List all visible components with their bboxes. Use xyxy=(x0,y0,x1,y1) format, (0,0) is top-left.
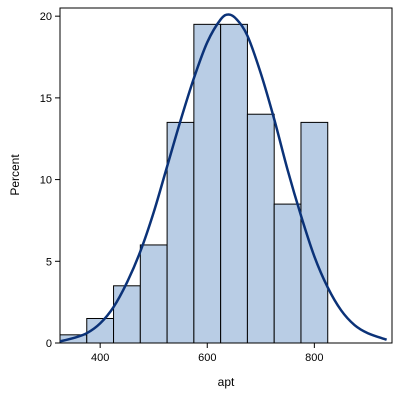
y-tick-label-20: 20 xyxy=(40,11,52,23)
x-tick-label-400: 400 xyxy=(91,352,109,364)
histogram-bar-500 xyxy=(139,244,168,344)
x-axis: 400 600 800 xyxy=(91,343,324,364)
histogram-bar-750 xyxy=(273,203,302,344)
y-tick-label-15: 15 xyxy=(40,93,52,105)
y-axis-label: Percent xyxy=(8,154,22,196)
y-tick-label-10: 10 xyxy=(40,175,52,187)
histogram-bar-800 xyxy=(300,121,329,344)
x-axis-label: apt xyxy=(218,375,235,389)
histogram-bar-600 xyxy=(193,23,222,344)
y-tick-label-0: 0 xyxy=(46,338,52,350)
histogram-bar-650 xyxy=(220,23,248,344)
y-axis: 0 5 10 15 20 xyxy=(40,11,60,350)
histogram-bar-450 xyxy=(113,285,141,344)
x-tick-label-800: 800 xyxy=(305,352,323,364)
y-tick-label-5: 5 xyxy=(46,256,52,268)
normal-density-curve xyxy=(59,13,388,343)
x-tick-label-600: 600 xyxy=(198,352,216,364)
histogram-bar-700 xyxy=(246,113,275,344)
